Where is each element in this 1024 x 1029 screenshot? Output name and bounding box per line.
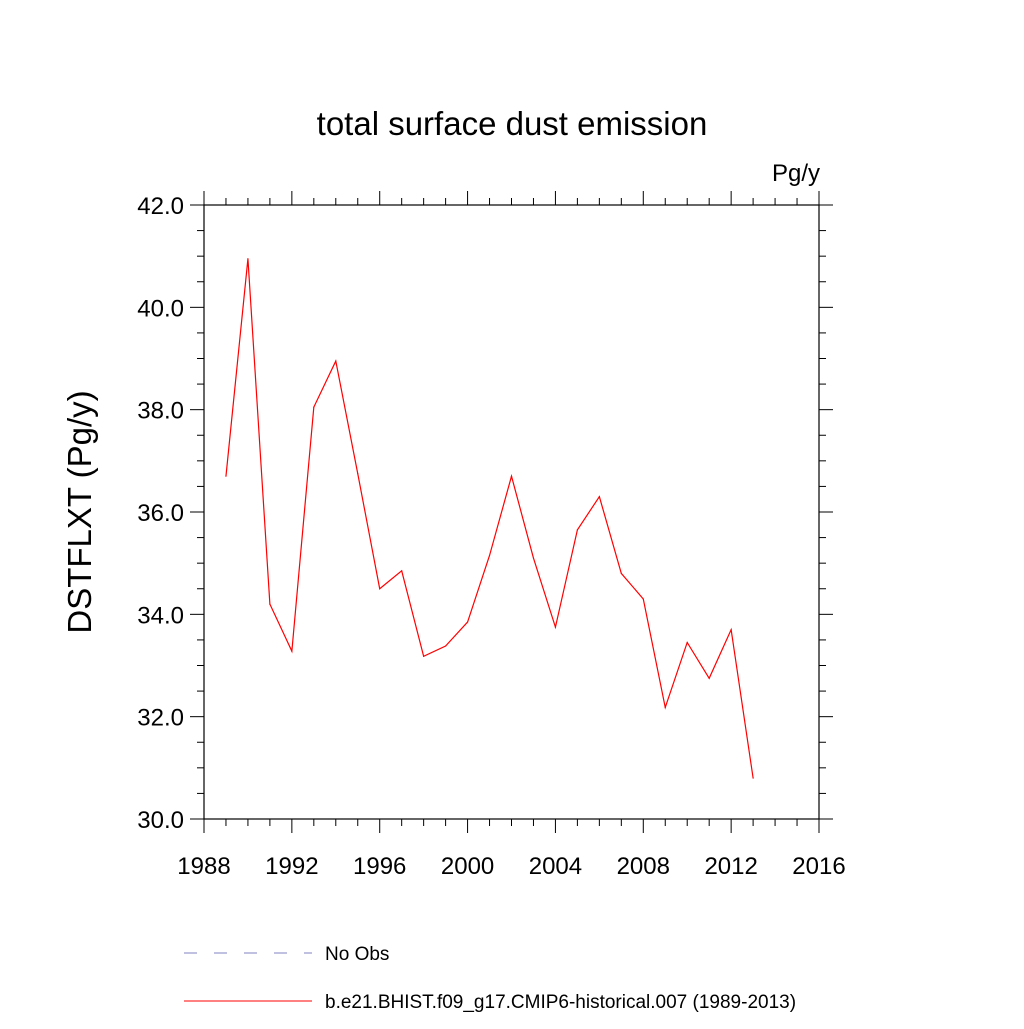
data-point	[313, 406, 315, 408]
y-tick-label: 30.0	[137, 807, 184, 834]
axis-tick-labels: 30.0 32.0 34.0 36.0 38.0 40.0 42.0 1988 1992 1996…	[137, 193, 845, 880]
axis-ticks	[190, 191, 833, 833]
y-tick-label: 32.0	[137, 705, 184, 732]
x-tick-label: 2008	[617, 853, 670, 880]
series-layer	[225, 258, 754, 779]
y-tick-label: 36.0	[137, 500, 184, 527]
series-line	[225, 258, 754, 779]
chart-title: total surface dust emission	[317, 105, 708, 142]
data-point	[598, 496, 600, 498]
data-point	[401, 570, 403, 572]
data-point	[730, 629, 732, 631]
data-point	[664, 706, 666, 709]
y-tick-label: 34.0	[137, 602, 184, 629]
y-tick-label: 38.0	[137, 398, 184, 425]
data-point	[225, 475, 227, 477]
data-point	[466, 621, 469, 623]
x-tick-label: 2012	[704, 853, 757, 880]
y-tick-label: 40.0	[137, 295, 184, 322]
legend-label: No Obs	[325, 944, 389, 965]
data-point	[423, 655, 425, 657]
data-point	[576, 529, 578, 531]
data-point	[686, 641, 688, 644]
data-point	[752, 777, 754, 779]
data-point	[291, 650, 293, 652]
data-point	[247, 258, 249, 260]
y-axis-title: DSTFLXT (Pg/y)	[61, 390, 98, 633]
data-point	[335, 360, 337, 362]
x-tick-label: 1992	[265, 853, 318, 880]
data-point	[510, 475, 513, 477]
data-point	[620, 572, 622, 575]
x-tick-label: 2000	[441, 853, 494, 880]
data-point	[642, 598, 644, 600]
y-tick-label: 42.0	[137, 193, 184, 220]
x-tick-label: 2004	[529, 853, 582, 880]
x-tick-label: 2016	[792, 853, 845, 880]
legend-label: b.e21.BHIST.f09_g17.CMIP6-historical.007…	[325, 992, 796, 1013]
data-point	[532, 557, 535, 559]
data-point	[269, 603, 271, 605]
plot-frame	[203, 204, 820, 820]
x-tick-label: 1996	[353, 853, 406, 880]
data-point	[357, 473, 359, 475]
x-tick-label: 1988	[177, 853, 230, 880]
data-point	[445, 645, 447, 647]
data-point	[554, 626, 557, 628]
legend: No Obs b.e21.BHIST.f09_g17.CMIP6-historic…	[184, 944, 796, 1013]
data-point	[488, 554, 491, 557]
data-point	[708, 677, 710, 679]
units-label: Pg/y	[772, 160, 820, 187]
data-point	[379, 588, 381, 590]
